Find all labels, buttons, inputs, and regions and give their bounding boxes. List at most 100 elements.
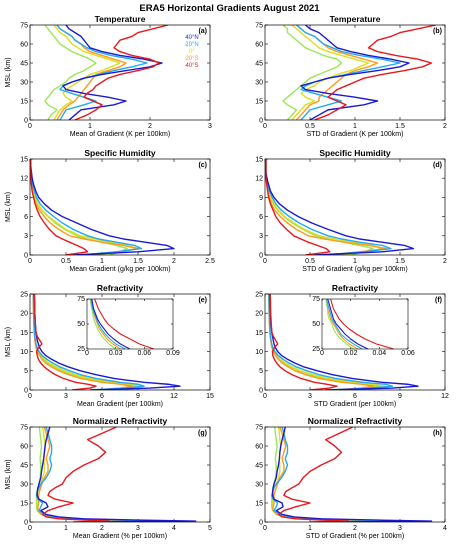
- inset-e-x-tick-label: 0.03: [109, 350, 123, 357]
- panel-e-y-tick-label: 15: [20, 330, 28, 337]
- panel-e-x-tick-label: 15: [206, 393, 214, 400]
- inset-f-series-20S-line: [325, 299, 359, 349]
- inset-f-x-tick-label: 0.06: [401, 350, 415, 357]
- inset-f-x-tick-label: 0: [320, 350, 324, 357]
- panel-a-series-20N-line: [56, 25, 148, 120]
- panel-g-x-tick-label: 0: [28, 525, 32, 532]
- inset-e-y-tick-label: 75: [77, 296, 85, 303]
- panel-a-letter: (a): [198, 28, 207, 35]
- panel-f-x-tick-label: 9: [398, 393, 402, 400]
- panel-h-x-label: STD of Gradient (% per 100km): [306, 533, 404, 540]
- panel-b-title: Temperature: [330, 14, 381, 24]
- panel-e-y-tick-label: 10: [20, 349, 28, 356]
- panel-b-y-tick-label: 0: [259, 117, 263, 124]
- inset-e-y-tick-label: 50: [77, 321, 85, 328]
- panel-f-title: Refractivity: [332, 283, 379, 293]
- panel-e-letter: (e): [198, 297, 207, 304]
- panel-g-y-tick-label: 30: [20, 481, 28, 488]
- panel-b-letter: (b): [433, 28, 442, 35]
- panel-d-series-40N-line: [265, 159, 415, 255]
- panel-h-y-tick-label: 75: [255, 424, 263, 431]
- panel-b-series-green-line: [282, 25, 343, 120]
- panel-e-series-40S-line: [33, 294, 97, 390]
- panel-b-y-tick-label: 45: [255, 60, 263, 67]
- panel-e-x-label: Mean Gradient (per 100km): [77, 401, 163, 408]
- panel-g-x-label: Mean Gradient (% per 100km): [73, 533, 167, 540]
- panel-d-y-tick-label: 9: [259, 195, 263, 202]
- panel-f-x-tick-label: 12: [441, 393, 449, 400]
- inset-f-series-40S-line: [330, 299, 394, 349]
- inset-f-y-tick-label: 25: [312, 346, 320, 353]
- panel-b-x-tick-label: 0: [263, 123, 267, 130]
- panel-h-x-tick-label: 1: [308, 525, 312, 532]
- panel-e-title: Refractivity: [97, 283, 144, 293]
- panel-a-y-tick-label: 0: [24, 117, 28, 124]
- panel-a-x-tick-label: 1: [88, 123, 92, 130]
- panel-e-x-tick-label: 0: [28, 393, 32, 400]
- panel-c-y-tick-label: 6: [24, 214, 28, 221]
- panel-a-y-tick-label: 30: [20, 79, 28, 86]
- inset-e-frame: [86, 298, 174, 350]
- inset-f-series-20N-line: [325, 299, 363, 349]
- panel-b-x-label: STD of Gradient (K per 100km): [307, 131, 404, 138]
- panel-d-letter: (d): [433, 162, 442, 169]
- panel-c-y-tick-label: 0: [24, 252, 28, 259]
- panel-h-x-tick-label: 4: [443, 525, 447, 532]
- panel-a-series-40S-line: [74, 25, 169, 120]
- inset-e-series-group: [89, 299, 155, 349]
- panel-c-x-tick-label: 2.5: [205, 258, 215, 265]
- panel-g-y-tick-label: 75: [20, 424, 28, 431]
- panel-e-x-tick-label: 6: [100, 393, 104, 400]
- panel-h-letter: (h): [433, 430, 442, 437]
- panel-e-y-tick-label: 25: [20, 291, 28, 298]
- panel-b-series-40S-line: [314, 25, 437, 120]
- panel-g-title: Normalized Refractivity: [73, 416, 168, 426]
- panel-g-y-tick-label: 60: [20, 443, 28, 450]
- panel-h-plot-area: [265, 427, 445, 522]
- panel-c-series-group: [30, 159, 175, 255]
- panel-h-series-40N-line: [271, 427, 433, 522]
- panel-b-x-tick-label: 1.5: [395, 123, 405, 130]
- panel-e-y-label: MSL (km): [5, 327, 12, 357]
- panel-g-series-group: [35, 427, 197, 522]
- panel-e-y-tick-label: 0: [24, 387, 28, 394]
- panel-g-x-tick-label: 4: [172, 525, 176, 532]
- panel-g-y-tick-label: 45: [20, 462, 28, 469]
- panel-a-y-tick-label: 15: [20, 98, 28, 105]
- panel-e-y-tick-label: 20: [20, 311, 28, 318]
- panel-h-y-tick-label: 0: [259, 519, 263, 526]
- panel-f-y-tick-label: 5: [259, 368, 263, 375]
- panel-c-x-tick-label: 1.5: [133, 258, 143, 265]
- panel-f-x-tick-label: 3: [308, 393, 312, 400]
- panel-g-x-tick-label: 3: [136, 525, 140, 532]
- panel-f-frame: [264, 293, 446, 391]
- panel-h: Normalized Refractivity 0 1 2 3 4 0 15 30 45 60 75 (…: [255, 416, 447, 540]
- panel-g-series-40N-line: [36, 427, 197, 522]
- panel-b-series-40N-line: [300, 25, 410, 120]
- panel-e-series-group: [32, 294, 181, 390]
- panel-e-series-20N-line: [32, 294, 145, 390]
- panel-d-x-tick-label: 1: [353, 258, 357, 265]
- panel-a-x-tick-label: 3: [208, 123, 212, 130]
- inset-e-x-tick-label: 0.06: [138, 350, 152, 357]
- panel-f-y-tick-label: 10: [255, 349, 263, 356]
- panel-d-series-group: [265, 159, 415, 255]
- panel-h-y-tick-label: 15: [255, 500, 263, 507]
- panel-h-x-tick-label: 0: [263, 525, 267, 532]
- panel-c-x-tick-label: 1: [100, 258, 104, 265]
- panel-g-x-tick-label: 1: [64, 525, 68, 532]
- legend-entry: 20°N: [185, 42, 198, 48]
- panel-c-x-tick-label: 0: [28, 258, 32, 265]
- panel-d-y-tick-label: 12: [255, 176, 263, 183]
- panel-a-frame: [29, 24, 211, 121]
- panel-h-title: Normalized Refractivity: [308, 416, 403, 426]
- panel-b: Temperature 0 0.5 1 1.5 2 0 15 30 45 60 75 (b) STD of…: [255, 14, 447, 138]
- panel-f-y-tick-label: 20: [255, 311, 263, 318]
- panel-d-y-tick-label: 3: [259, 233, 263, 240]
- panel-c-series-20N-line: [30, 159, 143, 255]
- inset-e-x-tick-label: 0.09: [166, 350, 180, 357]
- panel-d-frame: [264, 158, 446, 256]
- inset-f-y-tick-label: 50: [312, 321, 320, 328]
